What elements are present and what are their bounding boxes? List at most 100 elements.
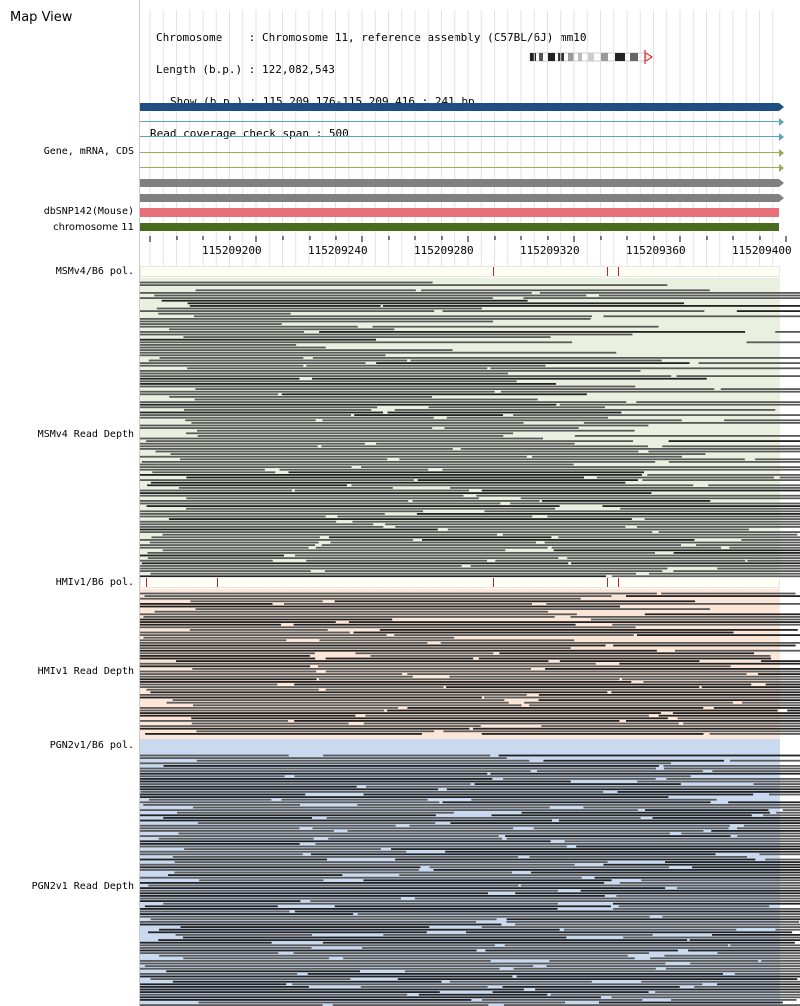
read-segment[interactable]	[559, 660, 700, 662]
read-segment[interactable]	[546, 603, 800, 605]
read-segment[interactable]	[140, 539, 414, 541]
read-segment[interactable]	[140, 403, 557, 406]
read-segment[interactable]	[306, 559, 488, 562]
read-segment[interactable]	[140, 411, 384, 414]
read-segment[interactable]	[658, 531, 800, 533]
read-segment[interactable]	[641, 879, 800, 882]
read-segment[interactable]	[717, 567, 800, 570]
read-segment[interactable]	[662, 915, 800, 918]
read-segment[interactable]	[140, 375, 672, 377]
read-segment[interactable]	[194, 398, 538, 401]
read-segment[interactable]	[520, 884, 800, 887]
read-segment[interactable]	[140, 631, 350, 634]
read-segment[interactable]	[711, 830, 800, 832]
read-segment[interactable]	[460, 448, 800, 450]
read-segment[interactable]	[168, 518, 632, 520]
mrna-line-4[interactable]	[140, 167, 779, 168]
read-segment[interactable]	[143, 616, 555, 618]
read-segment[interactable]	[543, 759, 725, 762]
read-segment[interactable]	[516, 975, 800, 978]
read-segment[interactable]	[580, 889, 800, 892]
snp-mark[interactable]	[618, 578, 619, 587]
read-segment[interactable]	[140, 882, 605, 884]
read-segment[interactable]	[312, 827, 514, 830]
read-segment[interactable]	[140, 814, 436, 817]
read-segment[interactable]	[196, 730, 435, 733]
read-segment[interactable]	[198, 1001, 566, 1004]
read-segment[interactable]	[146, 688, 319, 691]
read-segment[interactable]	[187, 302, 685, 305]
read-segment[interactable]	[689, 939, 800, 941]
read-segment[interactable]	[775, 928, 800, 931]
read-segment[interactable]	[729, 546, 800, 549]
read-segment[interactable]	[490, 367, 800, 370]
read-segment[interactable]	[698, 362, 800, 364]
read-segment[interactable]	[674, 649, 800, 652]
read-segment[interactable]	[650, 957, 800, 960]
read-segment[interactable]	[140, 900, 301, 902]
read-segment[interactable]	[334, 600, 696, 603]
read-segment[interactable]	[140, 949, 477, 952]
read-segment[interactable]	[140, 605, 620, 608]
read-segment[interactable]	[166, 970, 361, 973]
read-segment[interactable]	[140, 500, 409, 502]
read-segment[interactable]	[159, 928, 560, 931]
read-segment[interactable]	[636, 526, 800, 528]
read-segment[interactable]	[143, 636, 455, 639]
read-segment[interactable]	[192, 704, 522, 707]
read-segment[interactable]	[701, 686, 800, 688]
read-segment[interactable]	[163, 817, 313, 819]
read-segment[interactable]	[484, 696, 800, 699]
read-segment[interactable]	[481, 999, 643, 1001]
read-segment[interactable]	[140, 830, 334, 832]
read-segment[interactable]	[140, 364, 304, 367]
mrna-line-1[interactable]	[140, 121, 779, 122]
read-segment[interactable]	[148, 798, 272, 801]
read-segment[interactable]	[746, 341, 800, 344]
read-segment[interactable]	[741, 539, 800, 541]
read-segment[interactable]	[140, 801, 440, 804]
read-segment[interactable]	[140, 644, 606, 647]
read-segment[interactable]	[140, 1004, 323, 1006]
read-segment[interactable]	[620, 507, 800, 510]
read-segment[interactable]	[158, 837, 314, 840]
dbsnp-bar[interactable]	[140, 208, 779, 217]
read-segment[interactable]	[140, 427, 433, 429]
read-segment[interactable]	[641, 980, 800, 983]
read-segment[interactable]	[140, 331, 305, 333]
read-segment[interactable]	[140, 767, 656, 770]
read-segment[interactable]	[307, 973, 723, 975]
read-segment[interactable]	[355, 652, 494, 655]
read-segment[interactable]	[140, 775, 285, 778]
read-segment[interactable]	[666, 778, 800, 780]
read-segment[interactable]	[387, 709, 778, 712]
read-segment[interactable]	[513, 414, 800, 416]
read-segment[interactable]	[146, 440, 634, 442]
read-segment[interactable]	[174, 861, 608, 863]
read-segment[interactable]	[563, 928, 737, 931]
read-segment[interactable]	[195, 608, 710, 610]
read-segment[interactable]	[140, 988, 524, 991]
read-segment[interactable]	[169, 328, 395, 331]
read-segment[interactable]	[326, 817, 641, 819]
read-segment[interactable]	[500, 390, 800, 393]
read-segment[interactable]	[281, 393, 587, 396]
read-segment[interactable]	[529, 704, 800, 707]
read-segment[interactable]	[611, 996, 800, 999]
read-segment[interactable]	[140, 681, 632, 683]
snp-mark[interactable]	[146, 578, 147, 587]
read-segment[interactable]	[671, 999, 797, 1001]
read-segment[interactable]	[323, 754, 491, 757]
read-segment[interactable]	[140, 385, 636, 388]
read-segment[interactable]	[399, 458, 745, 461]
read-segment[interactable]	[310, 900, 800, 902]
read-segment[interactable]	[416, 513, 800, 515]
read-segment[interactable]	[140, 559, 273, 562]
read-segment[interactable]	[623, 936, 800, 939]
read-segment[interactable]	[321, 445, 649, 448]
read-segment[interactable]	[147, 484, 347, 487]
read-segment[interactable]	[140, 996, 601, 999]
read-segment[interactable]	[347, 830, 704, 832]
read-segment[interactable]	[506, 921, 800, 923]
